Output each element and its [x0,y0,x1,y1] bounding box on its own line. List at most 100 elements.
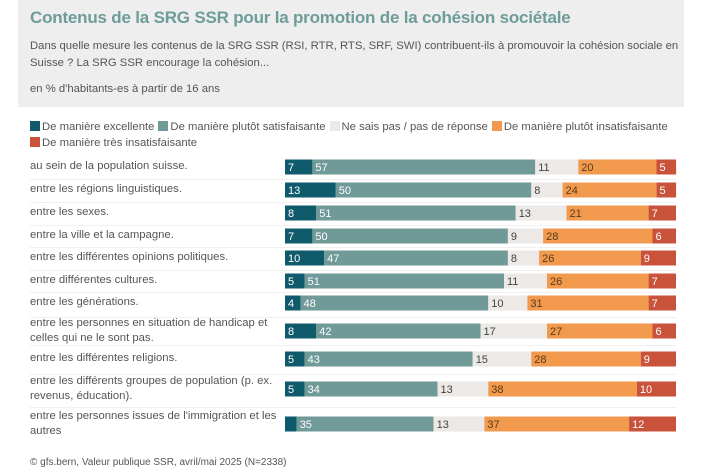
legend-label: Ne sais pas / pas de réponse [341,121,488,133]
data-label: 7 [652,298,658,310]
bar-segment [543,228,653,244]
data-label: 50 [315,231,327,243]
data-label: 11 [538,162,549,174]
row-separator [30,407,676,408]
bar-segment [629,416,676,432]
legend-item: De manière très insatisfaisante [30,137,197,149]
data-label: 7 [652,208,658,220]
bar-segment [285,351,305,367]
data-label: 31 [530,298,542,310]
data-label: 5 [288,384,294,396]
category-label: entre les différentes opinions politique… [30,251,229,263]
data-label: 6 [656,326,662,338]
legend-label: De manière très insatisfaisante [42,137,198,149]
category-label: au sein de la population suisse. [30,160,188,172]
data-label: 12 [632,419,644,431]
data-label: 9 [644,354,650,366]
row-separator [30,270,676,271]
data-label: 13 [441,384,453,396]
category-label: entre la ville et la campagne. [30,229,174,241]
data-label: 17 [484,326,496,338]
data-label: 13 [519,208,531,220]
data-label: 8 [288,208,294,220]
bar-segment [652,323,676,339]
bar-segment [316,205,516,221]
legend-item: De manière plutôt insatisfaisante [491,121,668,133]
bar-segment [656,159,677,175]
bar-segment [504,273,547,289]
legend-swatch [329,121,340,131]
bar-segment [535,159,579,175]
chart-header [18,0,684,107]
bar-segment [472,351,532,367]
data-label: 24 [566,185,578,197]
bar-segment [640,351,676,367]
bar-segment [648,273,676,289]
bar-segment [285,159,313,175]
data-label: 5 [660,185,666,197]
bar-segment [312,228,508,244]
legend-swatch [30,121,40,131]
chart-title: Contenus de la SRG SSR pour la promotion… [30,8,571,27]
data-label: 5 [288,276,294,288]
bar-segment [433,416,485,432]
bar-segment [285,273,305,289]
data-label: 27 [550,326,562,338]
data-label: 38 [491,384,503,396]
data-label: 47 [327,253,339,265]
legend-label: De manière plutôt satisfaisante [170,121,326,133]
data-label: 13 [288,185,300,197]
category-label: entre différentes cultures. [30,274,158,286]
data-label: 8 [534,185,540,197]
bar-segment [515,205,567,221]
bar-segment [285,381,305,397]
bar-segment [316,323,481,339]
data-label: 51 [319,208,331,220]
row-separator [30,179,676,180]
data-label: 50 [339,185,351,197]
row-separator [30,292,676,293]
data-label: 28 [534,354,546,366]
data-label: 10 [491,298,503,310]
bar-segment [285,295,301,311]
bar-segment [527,295,649,311]
data-label: 8 [511,253,517,265]
bar-segment [656,182,677,198]
data-label: 9 [511,231,517,243]
bar-segment [547,323,653,339]
bar-segment [531,351,641,367]
bar-segment [285,228,313,244]
bar-segment [640,250,676,266]
data-label: 5 [660,162,666,174]
legend-swatch [30,137,40,147]
bar-segment [285,416,297,432]
data-label: 9 [644,253,650,265]
data-label: 43 [308,354,320,366]
bar-segment [296,416,434,432]
data-label: 48 [304,298,316,310]
chart-legend: De manière excellente De manière plutôt s… [30,119,680,151]
bar-segment [566,205,649,221]
data-label: 34 [308,384,320,396]
bar-segment [562,182,657,198]
data-label: 26 [542,253,554,265]
bar-segment [285,205,317,221]
bar-segment [488,381,637,397]
data-label: 11 [507,276,518,288]
bar-segment [285,323,317,339]
legend-label: De manière excellente [42,121,155,133]
data-label: 6 [656,231,662,243]
data-label: 57 [315,162,327,174]
data-label: 35 [300,419,312,431]
legend-item: De manière plutôt satisfaisante [158,121,326,133]
data-label: 28 [546,231,558,243]
bar-segment [312,159,536,175]
data-label: 8 [288,326,294,338]
bar-segment [547,273,649,289]
chart-subtitle: Dans quelle mesure les contenus de la SR… [30,40,679,69]
bar-segment [285,250,325,266]
category-label: entre les générations. [30,296,139,308]
bar-segment [578,159,657,175]
row-separator [30,374,676,375]
